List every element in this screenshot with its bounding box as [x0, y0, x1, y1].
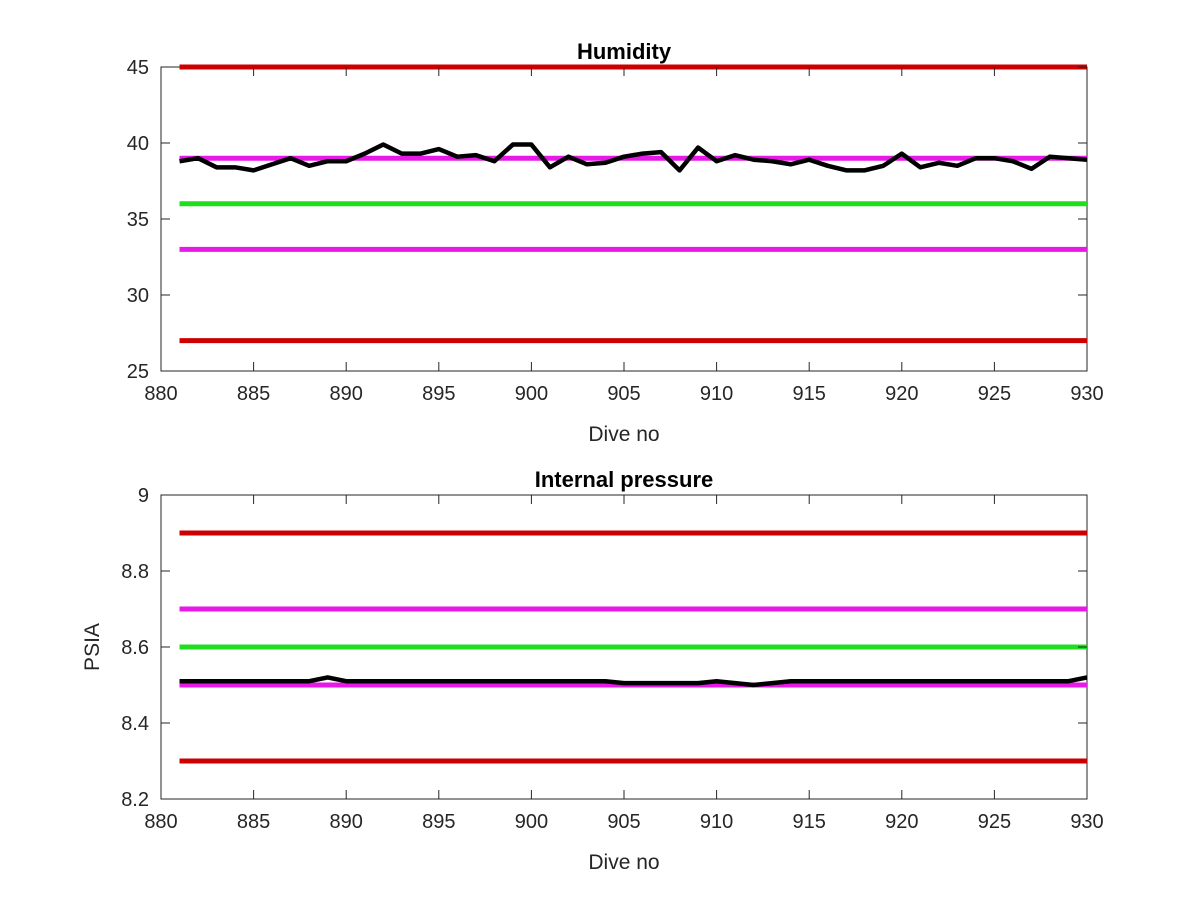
x-tick-label: 880 — [144, 383, 177, 405]
y-axis-label: PSIA — [81, 623, 104, 671]
y-tick-label: 8.6 — [121, 637, 149, 659]
x-tick-label: 895 — [422, 383, 455, 405]
y-tick-label: 30 — [127, 285, 149, 307]
y-tick-label: 9 — [138, 485, 149, 507]
x-tick-label: 925 — [978, 811, 1011, 833]
x-axis-label: Dive no — [588, 423, 659, 446]
internal-pressure-panel: 880 885 890 895 900 905 910 915 920 925 930 8.2 8.4 8… — [81, 467, 1104, 874]
x-tick-label: 895 — [422, 811, 455, 833]
x-tick-label: 920 — [885, 383, 918, 405]
x-tick-label: 900 — [515, 811, 548, 833]
y-tick-label: 25 — [127, 361, 149, 383]
x-tick-label: 905 — [607, 383, 640, 405]
x-tick-label: 905 — [607, 811, 640, 833]
chart-title: Internal pressure — [535, 467, 714, 492]
y-tick-label: 45 — [127, 57, 149, 79]
x-tick-label: 890 — [330, 383, 363, 405]
x-tick-label: 885 — [237, 383, 270, 405]
x-tick-label: 920 — [885, 811, 918, 833]
x-tick-label: 900 — [515, 383, 548, 405]
data-series-line — [179, 675, 1088, 688]
x-tick-label: 925 — [978, 383, 1011, 405]
x-tick-label: 915 — [793, 811, 826, 833]
x-tick-label: 885 — [237, 811, 270, 833]
y-tick-label: 8.8 — [121, 561, 149, 583]
x-tick-label: 915 — [793, 383, 826, 405]
data-series-line — [179, 142, 1088, 173]
x-tick-label: 880 — [144, 811, 177, 833]
x-tick-label: 930 — [1070, 811, 1103, 833]
chart-title: Humidity — [577, 39, 672, 64]
axes-box — [160, 66, 1088, 372]
x-tick-label: 930 — [1070, 383, 1103, 405]
y-tick-label: 40 — [127, 133, 149, 155]
x-tick-label: 910 — [700, 811, 733, 833]
humidity-panel: 880 885 890 895 900 905 910 915 920 925 930 25 30 35 4… — [127, 39, 1104, 446]
y-tick-label: 35 — [127, 209, 149, 231]
y-tick-label: 8.4 — [121, 713, 149, 735]
x-axis-label: Dive no — [588, 851, 659, 874]
x-tick-label: 910 — [700, 383, 733, 405]
y-tick-label: 8.2 — [121, 789, 149, 811]
x-tick-label: 890 — [330, 811, 363, 833]
